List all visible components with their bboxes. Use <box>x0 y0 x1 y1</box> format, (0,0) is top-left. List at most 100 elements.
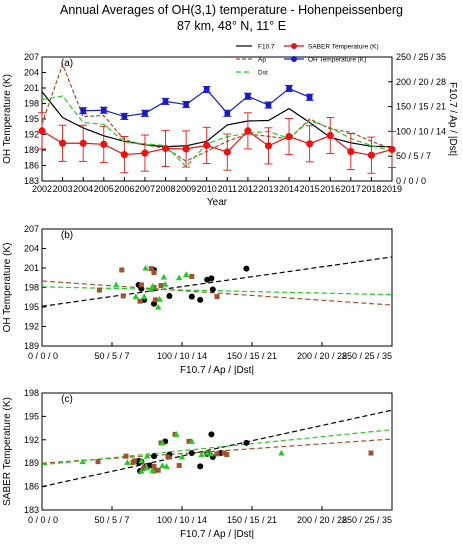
panel-b-point-dst <box>176 274 183 281</box>
panel-a-yright-tick-label: 150 / 15 / 21 <box>396 102 446 112</box>
panel-c-point-dst <box>143 464 151 471</box>
panel-a-xtick-label: 2011 <box>218 184 237 194</box>
panel-b-point-ap <box>158 283 164 289</box>
panel-a-ytick-label: 198 <box>24 99 39 109</box>
panel-c-fit-f107 <box>41 409 393 488</box>
panel-c-point-ap <box>224 452 230 458</box>
panel-a-point-saber <box>161 144 170 153</box>
panel-b-ylabel: OH Temperature (K) <box>2 243 13 333</box>
legend-marker-oh <box>291 56 297 62</box>
panel-a-xlabel: Year <box>207 197 228 208</box>
panel-c-point-ap <box>151 463 157 469</box>
panel-c-point-ap <box>130 459 136 465</box>
panel-a-xtick-label: 2006 <box>114 184 134 194</box>
panel-a-ytick-label: 192 <box>24 130 39 140</box>
panel-a-point-saber <box>100 140 108 148</box>
chart-title: Annual Averages of OH(3,1) temperature -… <box>0 2 463 34</box>
panel-b-xtick-label: 200 / 20 / 28 <box>297 351 347 361</box>
panel-b-point-dst <box>148 286 155 292</box>
panel-c-point-f107 <box>208 431 215 438</box>
panel-a-xtick-label: 2019 <box>382 184 402 194</box>
panel-b-xtick-label: 250 / 25 / 35 <box>342 351 392 361</box>
panel-a-point-saber <box>223 148 231 156</box>
panel-a-yright-tick-label: 100 / 10 / 14 <box>396 126 446 136</box>
panel-a-xtick-label: 2014 <box>279 184 299 194</box>
panel-c-point-dst <box>204 449 211 456</box>
panel-b-point-ap <box>138 282 144 288</box>
panel-b-xlabel: F10.7 / Ap / |Dst| <box>180 365 254 376</box>
panel-c-ytick-label: 183 <box>24 505 39 515</box>
panel-a-point-saber <box>306 140 314 148</box>
panel-a-point-saber <box>264 142 273 150</box>
panel-b-fit-dst <box>41 286 393 296</box>
panel-b-point-dst <box>142 264 149 271</box>
panel-c-point-ap <box>186 438 192 444</box>
panel-a-yright-tick-label: 50 / 5 / 7 <box>396 151 431 161</box>
panel-c-ytick-label: 195 <box>24 411 39 421</box>
panel-c-xtick-label: 50 / 5 / 7 <box>94 515 129 525</box>
panel-a-point-saber <box>38 127 46 135</box>
legend-label-dst: Dst <box>258 70 268 77</box>
panel-c-point-dst <box>79 458 86 465</box>
panel-a-point-saber <box>285 132 293 141</box>
panel-c-point-ap <box>123 453 129 459</box>
panel-c-frame <box>41 392 393 511</box>
panel-c-fit-dst <box>41 429 393 466</box>
panel-a-label: (a) <box>61 58 73 69</box>
panel-c-ytick-label: 186 <box>24 482 39 492</box>
panel-b-ytick-label: 189 <box>24 341 39 351</box>
panel-b-point-ap <box>137 298 143 304</box>
panel-a-frame <box>41 56 393 182</box>
panel-b-point-ap <box>148 266 154 272</box>
panel-c-ytick-label: 192 <box>24 435 39 445</box>
panel-b-point-f107 <box>188 293 195 300</box>
panel-b-ytick-label: 195 <box>24 302 39 312</box>
panel-c-point-dst <box>178 453 186 460</box>
panel-c-ylabel: SABER Temperature (K) <box>2 397 13 506</box>
panel-a-ylabel-right: F10.7 / Ap / |Dst| <box>447 82 458 156</box>
panel-b-xtick-label: 100 / 10 / 14 <box>157 351 207 361</box>
panel-a-xtick-label: 2005 <box>94 184 114 194</box>
panel-a-point-saber <box>244 127 252 135</box>
panel-c-point-ap <box>165 454 171 460</box>
panel-a-point-oh <box>245 93 251 100</box>
panel-a-xtick-label: 2012 <box>238 184 258 194</box>
panel-c-xlabel: F10.7 / Ap / |Dst| <box>180 529 254 540</box>
panel-c-point-ap <box>155 467 161 473</box>
panel-a-line-dst <box>41 95 393 168</box>
legend-label-f107: F10.7 <box>258 44 275 51</box>
panel-a-line-f107 <box>41 91 393 148</box>
panel-a-xtick-label: 2004 <box>73 184 93 194</box>
panel-a-xtick-label: 2007 <box>135 184 155 194</box>
panel-c-point-dst <box>143 452 151 459</box>
panel-b-ytick-label: 201 <box>24 263 39 273</box>
panel-c-point-dst <box>138 467 145 474</box>
panel-a-xtick-label: 2017 <box>341 184 361 194</box>
panel-b-point-ap <box>189 273 195 279</box>
panel-a-ytick-label: 195 <box>24 114 39 124</box>
panel-c-point-dst <box>149 466 156 473</box>
panel-a-ylabel: OH Temperature (K) <box>2 74 13 164</box>
chart-title-line1: Annual Averages of OH(3,1) temperature -… <box>59 3 404 17</box>
panel-b-fit-f107 <box>41 256 393 307</box>
panel-c-xtick-label: 150 / 15 / 21 <box>227 515 277 525</box>
panel-c-point-dst <box>173 431 180 437</box>
panel-b-point-dst <box>155 303 162 310</box>
panel-c-point-dst <box>198 451 205 458</box>
panel-a-point-oh <box>224 110 231 117</box>
panel-b-point-f107 <box>243 265 250 272</box>
panel-b-point-dst <box>113 281 120 288</box>
panel-c-ytick-label: 189 <box>24 458 39 468</box>
panel-b-ytick-label: 192 <box>24 322 39 332</box>
legend-label-saber: SABER Temperature (K) <box>308 44 379 51</box>
panel-c-point-dst <box>138 457 145 464</box>
panel-c-point-ap <box>368 450 374 456</box>
panel-b-ytick-label: 198 <box>24 283 39 293</box>
panel-a-point-oh <box>203 86 210 93</box>
panel-b-point-ap <box>120 293 126 299</box>
panel-a-xtick-label: 2016 <box>320 184 340 194</box>
panel-b-point-ap <box>152 297 158 303</box>
panel-a-xtick-label: 2018 <box>361 184 381 194</box>
panel-a-point-oh <box>121 113 128 120</box>
